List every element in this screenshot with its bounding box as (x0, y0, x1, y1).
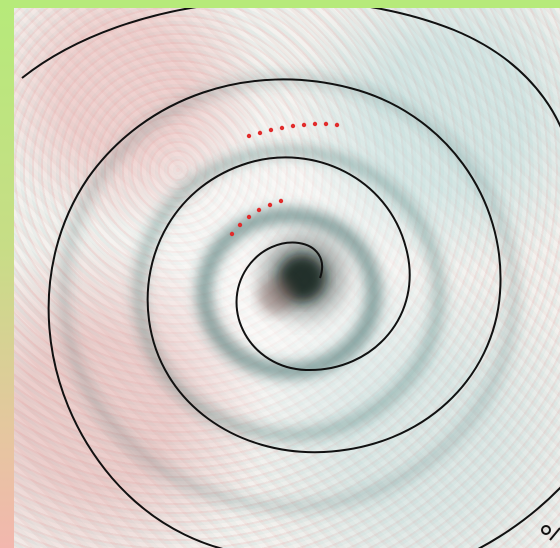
spiral-line (47, 78, 502, 548)
red-dotted-arc-lower (229, 198, 284, 237)
red-dotted-arc-upper (246, 121, 340, 139)
corner-mark (541, 525, 560, 541)
overlay-graphics (21, 8, 560, 548)
photo-frame (14, 8, 560, 548)
center-dark-core (258, 234, 346, 318)
outer-spiral-arc-lower (477, 486, 560, 548)
outer-spiral-arc (21, 8, 560, 128)
